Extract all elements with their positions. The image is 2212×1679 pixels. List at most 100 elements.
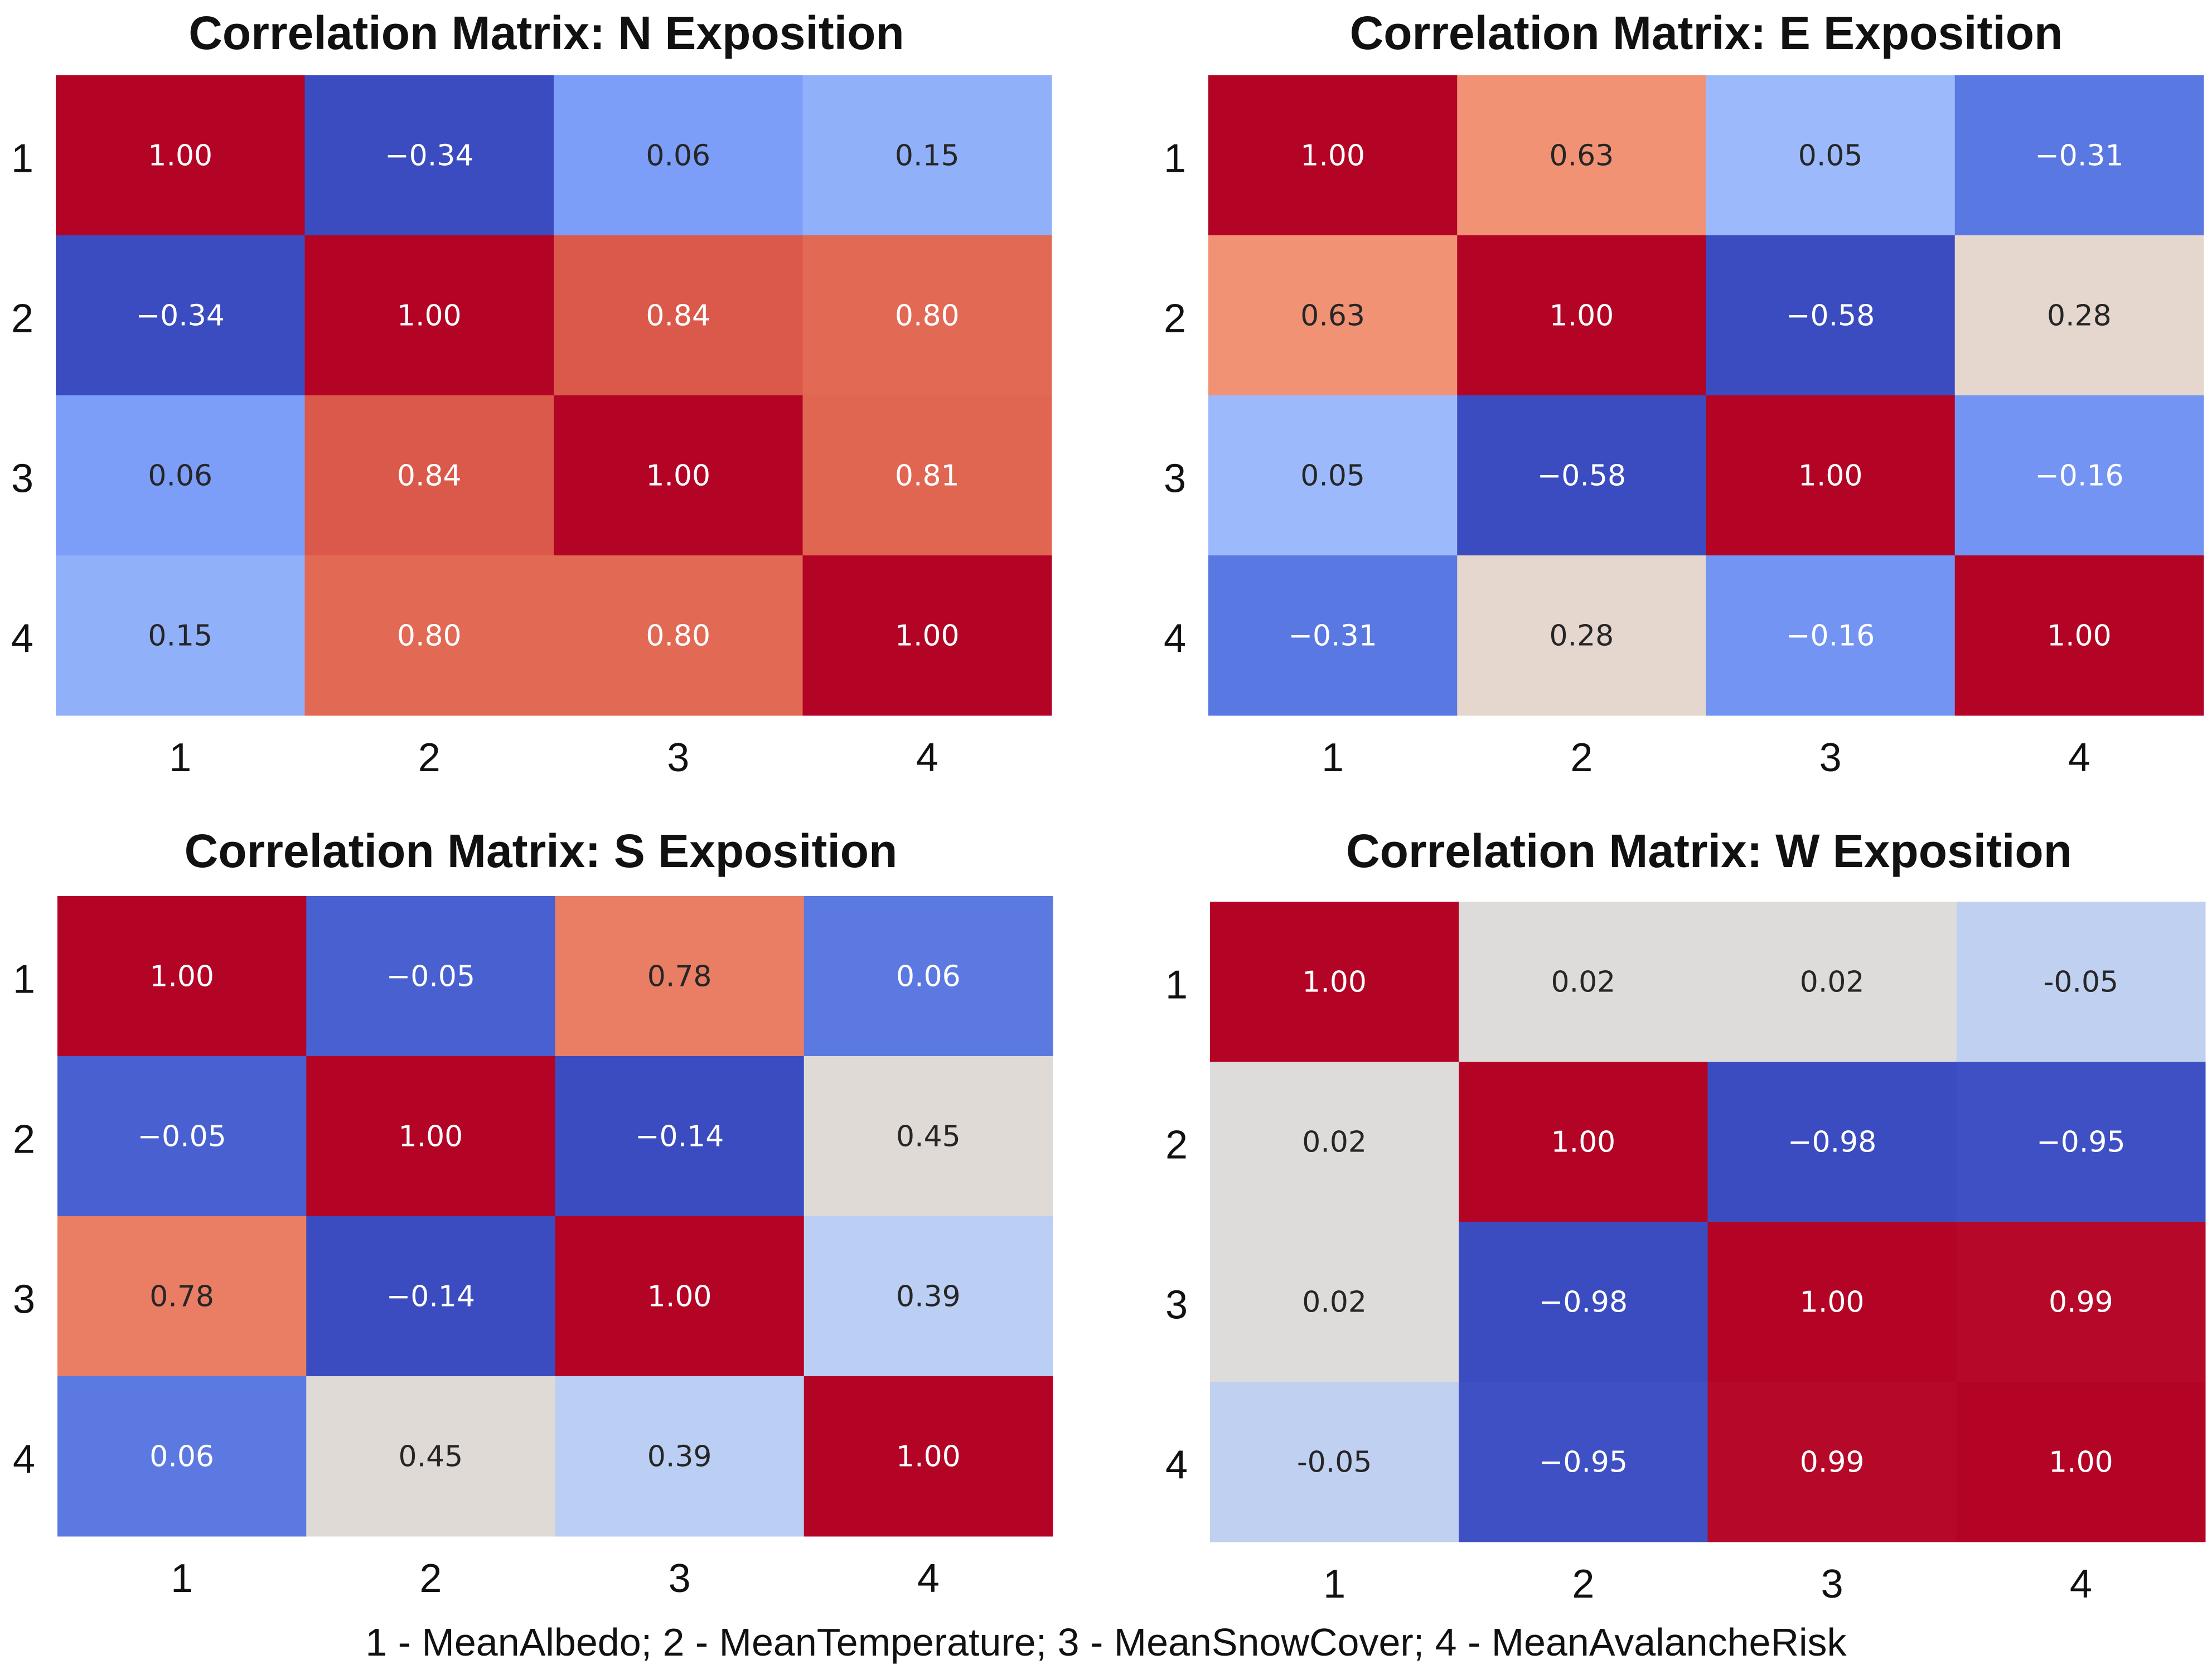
heatmap-cell-r1-c3 bbox=[1706, 75, 1956, 236]
cell-value-r1-c4: −0.31 bbox=[2035, 139, 2123, 173]
heatmap-cell-r3-c1 bbox=[57, 1216, 307, 1377]
cell-value-r1-c1: 1.00 bbox=[149, 960, 214, 994]
heatmap-cell-r2-c2 bbox=[304, 235, 554, 396]
y-tick-label: 1 bbox=[13, 957, 35, 1002]
heatmap-cell-r2-c4 bbox=[1954, 235, 2204, 396]
cell-value-r2-c3: −0.14 bbox=[635, 1120, 724, 1154]
y-tick-label: 1 bbox=[1164, 137, 1186, 181]
heatmap-cell-r4-c3 bbox=[1707, 1382, 1957, 1542]
x-tick-label: 3 bbox=[1819, 736, 1842, 780]
cell-value-r4-c4: 1.00 bbox=[895, 620, 960, 653]
heatmap-cell-r2-c1 bbox=[1210, 1062, 1459, 1222]
heatmap-cell-r1-c4 bbox=[1954, 75, 2204, 236]
panel-title: Correlation Matrix: W Exposition bbox=[1346, 825, 2072, 877]
x-tick-label: 1 bbox=[1323, 1562, 1345, 1607]
heatmap-cell-r4-c1 bbox=[57, 1376, 307, 1537]
heatmap-cell-r2-c4 bbox=[802, 235, 1052, 396]
x-tick-label: 1 bbox=[1322, 736, 1344, 780]
cell-value-r3-c2: −0.98 bbox=[1539, 1286, 1628, 1319]
x-tick-label: 1 bbox=[169, 736, 191, 780]
x-tick-label: 2 bbox=[418, 736, 441, 780]
heatmap-cell-r3-c2 bbox=[306, 1216, 555, 1377]
y-tick-label: 4 bbox=[11, 617, 33, 661]
heatmap-cell-r3-c1 bbox=[1210, 1222, 1459, 1382]
cell-value-r4-c1: 0.06 bbox=[149, 1440, 214, 1474]
heatmap-cell-r1-c2 bbox=[1457, 75, 1706, 236]
cell-value-r4-c4: 1.00 bbox=[2047, 620, 2112, 653]
y-tick-label: 2 bbox=[11, 297, 33, 341]
heatmap-panel-1: Correlation Matrix: N Exposition 1.00 −0.3… bbox=[11, 7, 1052, 780]
heatmap-cell-r1-c1 bbox=[1210, 902, 1459, 1062]
y-tick-label: 3 bbox=[11, 457, 33, 501]
cell-value-r3-c4: −0.16 bbox=[2035, 459, 2123, 493]
cell-value-r1-c3: 0.05 bbox=[1798, 139, 1863, 173]
cell-value-r3-c1: 0.78 bbox=[149, 1280, 214, 1314]
heatmap-panel-4: Correlation Matrix: W Exposition 1.00 0.02… bbox=[1165, 825, 2206, 1607]
heatmap-cell-r2-c2 bbox=[1457, 235, 1706, 396]
cell-value-r3-c3: 1.00 bbox=[1798, 459, 1863, 493]
cell-value-r3-c1: 0.06 bbox=[148, 459, 212, 493]
cell-value-r1-c3: 0.06 bbox=[646, 139, 710, 173]
cell-value-r3-c2: 0.84 bbox=[397, 459, 462, 493]
cell-value-r3-c4: 0.99 bbox=[2049, 1286, 2113, 1319]
heatmap-cell-r3-c2 bbox=[1459, 1222, 1708, 1382]
panel-title: Correlation Matrix: E Exposition bbox=[1350, 7, 2063, 59]
heatmap-cell-r1-c3 bbox=[554, 75, 803, 236]
cell-value-r1-c2: −0.34 bbox=[385, 139, 473, 173]
cell-value-r1-c1: 1.00 bbox=[1302, 966, 1367, 999]
heatmap-cell-r4-c4 bbox=[1954, 555, 2204, 716]
heatmap-cell-r2-c1 bbox=[56, 235, 305, 396]
heatmap-cell-r3-c3 bbox=[1707, 1222, 1957, 1382]
cell-value-r1-c1: 1.00 bbox=[1300, 139, 1365, 173]
heatmap-cell-r1-c1 bbox=[57, 896, 307, 1057]
cell-value-r4-c2: 0.45 bbox=[398, 1440, 463, 1474]
cell-value-r3-c4: 0.39 bbox=[896, 1280, 961, 1314]
panel-title: Correlation Matrix: S Exposition bbox=[185, 825, 898, 877]
cell-value-r4-c1: 0.15 bbox=[148, 620, 212, 653]
cell-value-r3-c1: 0.02 bbox=[1302, 1286, 1367, 1319]
heatmap-cell-r2-c3 bbox=[1706, 235, 1956, 396]
x-tick-label: 4 bbox=[917, 1556, 940, 1601]
heatmap-cell-r4-c2 bbox=[304, 555, 554, 716]
cell-value-r3-c3: 1.00 bbox=[647, 1280, 712, 1314]
heatmap-cell-r4-c3 bbox=[555, 1376, 805, 1537]
cell-value-r4-c2: 0.80 bbox=[397, 620, 462, 653]
heatmap-cell-r4-c2 bbox=[306, 1376, 555, 1537]
cell-value-r1-c2: 0.63 bbox=[1549, 139, 1614, 173]
cell-value-r4-c3: −0.16 bbox=[1786, 620, 1875, 653]
cell-value-r1-c4: -0.05 bbox=[2044, 966, 2119, 999]
heatmap-cell-r3-c4 bbox=[804, 1216, 1053, 1377]
cell-value-r4-c1: -0.05 bbox=[1297, 1446, 1372, 1479]
cell-value-r2-c1: 0.63 bbox=[1300, 299, 1365, 333]
heatmap-cell-r1-c4 bbox=[802, 75, 1052, 236]
y-tick-label: 3 bbox=[1164, 457, 1186, 501]
x-tick-label: 2 bbox=[419, 1556, 442, 1601]
heatmap-cell-r2-c2 bbox=[306, 1056, 555, 1217]
x-tick-label: 4 bbox=[916, 736, 938, 780]
heatmap-cell-r4-c4 bbox=[804, 1376, 1053, 1537]
cell-value-r4-c3: 0.39 bbox=[647, 1440, 712, 1474]
cell-value-r1-c2: 0.02 bbox=[1551, 966, 1615, 999]
heatmap-cell-r2-c3 bbox=[554, 235, 803, 396]
x-tick-label: 1 bbox=[171, 1556, 193, 1601]
y-tick-label: 2 bbox=[13, 1117, 35, 1162]
cell-value-r1-c4: 0.15 bbox=[895, 139, 960, 173]
cell-value-r2-c2: 1.00 bbox=[1551, 1126, 1615, 1159]
cell-value-r3-c3: 1.00 bbox=[646, 459, 710, 493]
heatmap-cell-r3-c4 bbox=[1954, 395, 2204, 556]
y-tick-label: 1 bbox=[1165, 963, 1188, 1008]
heatmap-cell-r2-c2 bbox=[1459, 1062, 1708, 1222]
cell-value-r1-c3: 0.02 bbox=[1800, 966, 1865, 999]
y-tick-label: 3 bbox=[13, 1278, 35, 1322]
cell-value-r2-c1: −0.34 bbox=[136, 299, 225, 333]
panel-title: Correlation Matrix: N Exposition bbox=[188, 7, 904, 59]
heatmap-cell-r3-c3 bbox=[554, 395, 803, 556]
x-tick-label: 3 bbox=[669, 1556, 691, 1601]
heatmap-cell-r3-c3 bbox=[555, 1216, 805, 1377]
heatmap-cell-r1-c3 bbox=[1707, 902, 1957, 1062]
heatmap-cell-r4-c4 bbox=[802, 555, 1052, 716]
y-tick-label: 3 bbox=[1165, 1283, 1188, 1328]
cell-value-r2-c2: 1.00 bbox=[397, 299, 462, 333]
cell-value-r1-c1: 1.00 bbox=[148, 139, 212, 173]
